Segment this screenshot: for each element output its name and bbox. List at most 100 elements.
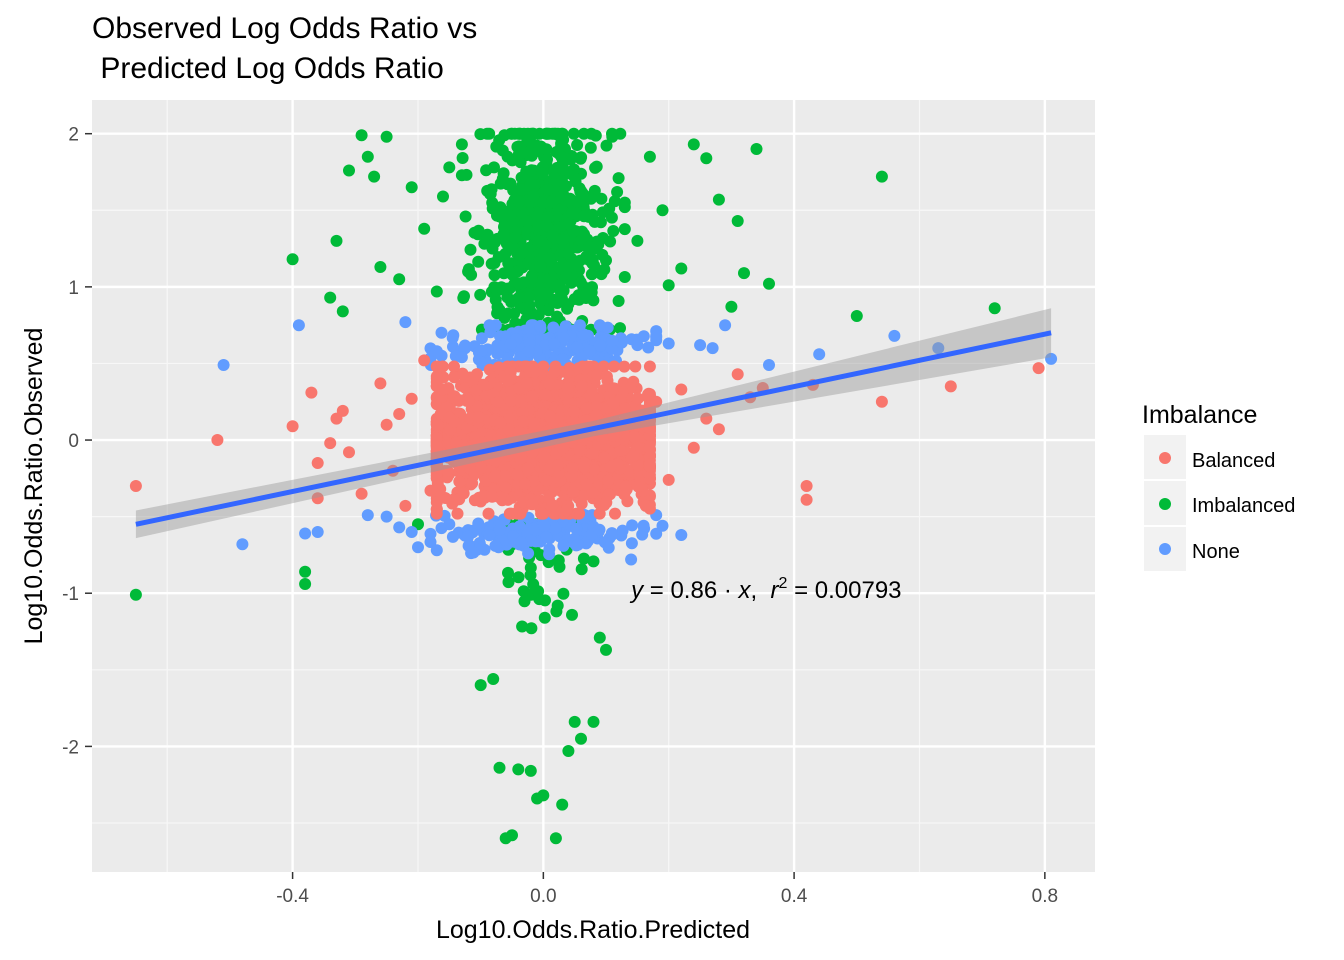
point-imbalanced: [490, 140, 503, 153]
chart-title-line-2: Predicted Log Odds Ratio: [92, 52, 444, 85]
point-none: [606, 334, 619, 347]
point-imbalanced: [875, 170, 888, 183]
point-imbalanced: [129, 588, 142, 601]
point-imbalanced: [562, 247, 575, 260]
point-imbalanced: [507, 184, 520, 197]
point-none: [523, 345, 535, 358]
regression-layer: [135, 308, 1052, 539]
point-balanced: [311, 492, 324, 505]
point-balanced: [640, 403, 653, 416]
point-none: [489, 539, 502, 552]
point-imbalanced: [551, 599, 564, 612]
point-imbalanced: [532, 585, 545, 598]
point-balanced: [631, 392, 644, 405]
point-imbalanced: [343, 164, 355, 177]
chart-title-line-1: Observed Log Odds Ratio vs: [92, 12, 477, 45]
point-imbalanced: [502, 566, 514, 579]
point-imbalanced: [618, 196, 631, 209]
point-balanced: [462, 394, 475, 407]
point-imbalanced: [512, 571, 525, 584]
point-balanced: [875, 395, 888, 408]
point-balanced: [585, 429, 598, 442]
point-none: [311, 526, 324, 538]
point-balanced: [504, 394, 517, 407]
point-imbalanced: [556, 798, 569, 811]
point-imbalanced: [493, 761, 506, 774]
point-balanced: [580, 414, 593, 427]
point-balanced: [380, 418, 393, 431]
point-balanced: [544, 410, 557, 423]
point-balanced: [211, 434, 224, 446]
point-balanced: [580, 402, 593, 415]
legend-label-none: None: [1192, 541, 1240, 563]
point-balanced: [536, 507, 549, 520]
y-axis: -2 -1 0 1 2: [62, 125, 92, 758]
point-imbalanced: [556, 234, 569, 247]
point-imbalanced: [555, 175, 568, 187]
point-imbalanced: [542, 304, 555, 317]
point-imbalanced: [508, 307, 521, 320]
point-imbalanced: [605, 211, 618, 224]
point-balanced: [522, 462, 535, 475]
point-balanced: [538, 450, 551, 463]
point-none: [399, 316, 412, 329]
point-imbalanced: [504, 210, 517, 222]
point-imbalanced: [474, 679, 487, 692]
point-balanced: [650, 395, 663, 408]
point-balanced: [494, 416, 507, 429]
point-balanced: [374, 377, 387, 390]
point-imbalanced: [546, 195, 559, 208]
point-imbalanced: [596, 206, 609, 219]
point-balanced: [615, 444, 627, 457]
point-none: [605, 527, 618, 540]
point-balanced: [343, 446, 355, 459]
point-imbalanced: [662, 279, 675, 292]
point-imbalanced: [474, 128, 487, 141]
point-imbalanced: [763, 277, 775, 290]
point-none: [583, 344, 596, 357]
point-imbalanced: [552, 554, 565, 567]
point-imbalanced: [524, 135, 537, 148]
eq-comma: ,: [751, 577, 771, 604]
point-balanced: [451, 507, 464, 520]
point-imbalanced: [480, 164, 493, 177]
point-balanced: [540, 474, 553, 487]
point-none: [236, 538, 249, 551]
point-balanced: [526, 498, 539, 511]
point-balanced: [567, 405, 580, 418]
point-none: [932, 342, 945, 355]
point-imbalanced: [418, 222, 431, 235]
point-imbalanced: [585, 268, 598, 281]
point-balanced: [482, 507, 495, 520]
point-balanced: [642, 388, 654, 401]
point-imbalanced: [850, 310, 863, 322]
point-imbalanced: [587, 555, 600, 568]
point-imbalanced: [286, 253, 299, 266]
regression-equation: y = 0.86 · x, r2 = 0.00793: [629, 575, 901, 604]
point-balanced: [643, 442, 656, 455]
point-balanced: [581, 360, 594, 373]
point-balanced: [573, 507, 586, 520]
point-balanced: [430, 432, 443, 445]
point-imbalanced: [557, 587, 570, 600]
point-balanced: [499, 482, 512, 494]
point-balanced: [471, 368, 483, 381]
point-balanced: [1032, 362, 1045, 375]
point-balanced: [607, 382, 620, 395]
point-balanced: [621, 495, 634, 508]
point-balanced: [516, 406, 529, 419]
point-none: [549, 522, 562, 535]
point-none: [483, 529, 496, 542]
point-imbalanced: [508, 127, 521, 140]
point-balanced: [520, 360, 533, 373]
point-imbalanced: [584, 141, 597, 154]
point-imbalanced: [324, 291, 337, 304]
point-balanced: [460, 421, 473, 434]
point-none: [631, 339, 644, 352]
point-balanced: [511, 469, 524, 482]
point-balanced: [514, 444, 527, 456]
point-imbalanced: [515, 246, 528, 259]
point-imbalanced: [443, 161, 456, 174]
point-balanced: [311, 457, 324, 469]
point-none: [435, 326, 448, 339]
